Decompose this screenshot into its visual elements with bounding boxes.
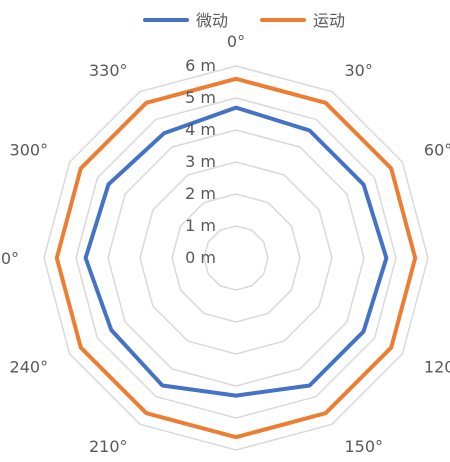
legend-label-series-1: 微动 [196,11,228,30]
angle-label: 60° [424,141,450,160]
grid-ring-5 [75,97,397,419]
radar-grid [43,65,429,451]
angle-axis-labels: 0°30°60°90°120°150°180°210°240°270°300°3… [0,32,450,456]
angle-label: 210° [89,437,128,456]
legend-label-series-2: 运动 [313,11,345,30]
grid-ring-3 [139,161,333,355]
angle-label: 150° [345,437,384,456]
r-tick-label: 6 m [185,56,216,75]
radial-tick-labels: 0 m 1 m 2 m 3 m 4 m 5 m 6 m [185,56,216,267]
grid-ring-4 [107,129,365,387]
angle-label: 270° [0,249,19,268]
r-tick-label: 4 m [185,120,216,139]
legend-item-series-2: 运动 [260,11,345,30]
grid-ring-6 [43,65,429,451]
legend: 微动 运动 [143,11,345,30]
series-line-2 [54,76,418,440]
angle-label: 330° [89,61,128,80]
angle-label: 30° [345,61,373,80]
grid-ring-1 [203,225,269,291]
r-tick-label: 3 m [185,152,216,171]
legend-item-series-1: 微动 [143,11,228,30]
series-line-1 [83,105,389,398]
grid-ring-2 [171,193,301,323]
series-layer [54,76,418,440]
r-tick-label: 0 m [185,248,216,267]
r-tick-label: 2 m [185,184,216,203]
r-tick-label: 5 m [185,88,216,107]
angle-label: 120° [424,358,450,377]
r-tick-label: 1 m [185,216,216,235]
angle-label: 0° [227,32,245,51]
angle-label: 300° [10,141,49,160]
angle-label: 240° [10,358,49,377]
